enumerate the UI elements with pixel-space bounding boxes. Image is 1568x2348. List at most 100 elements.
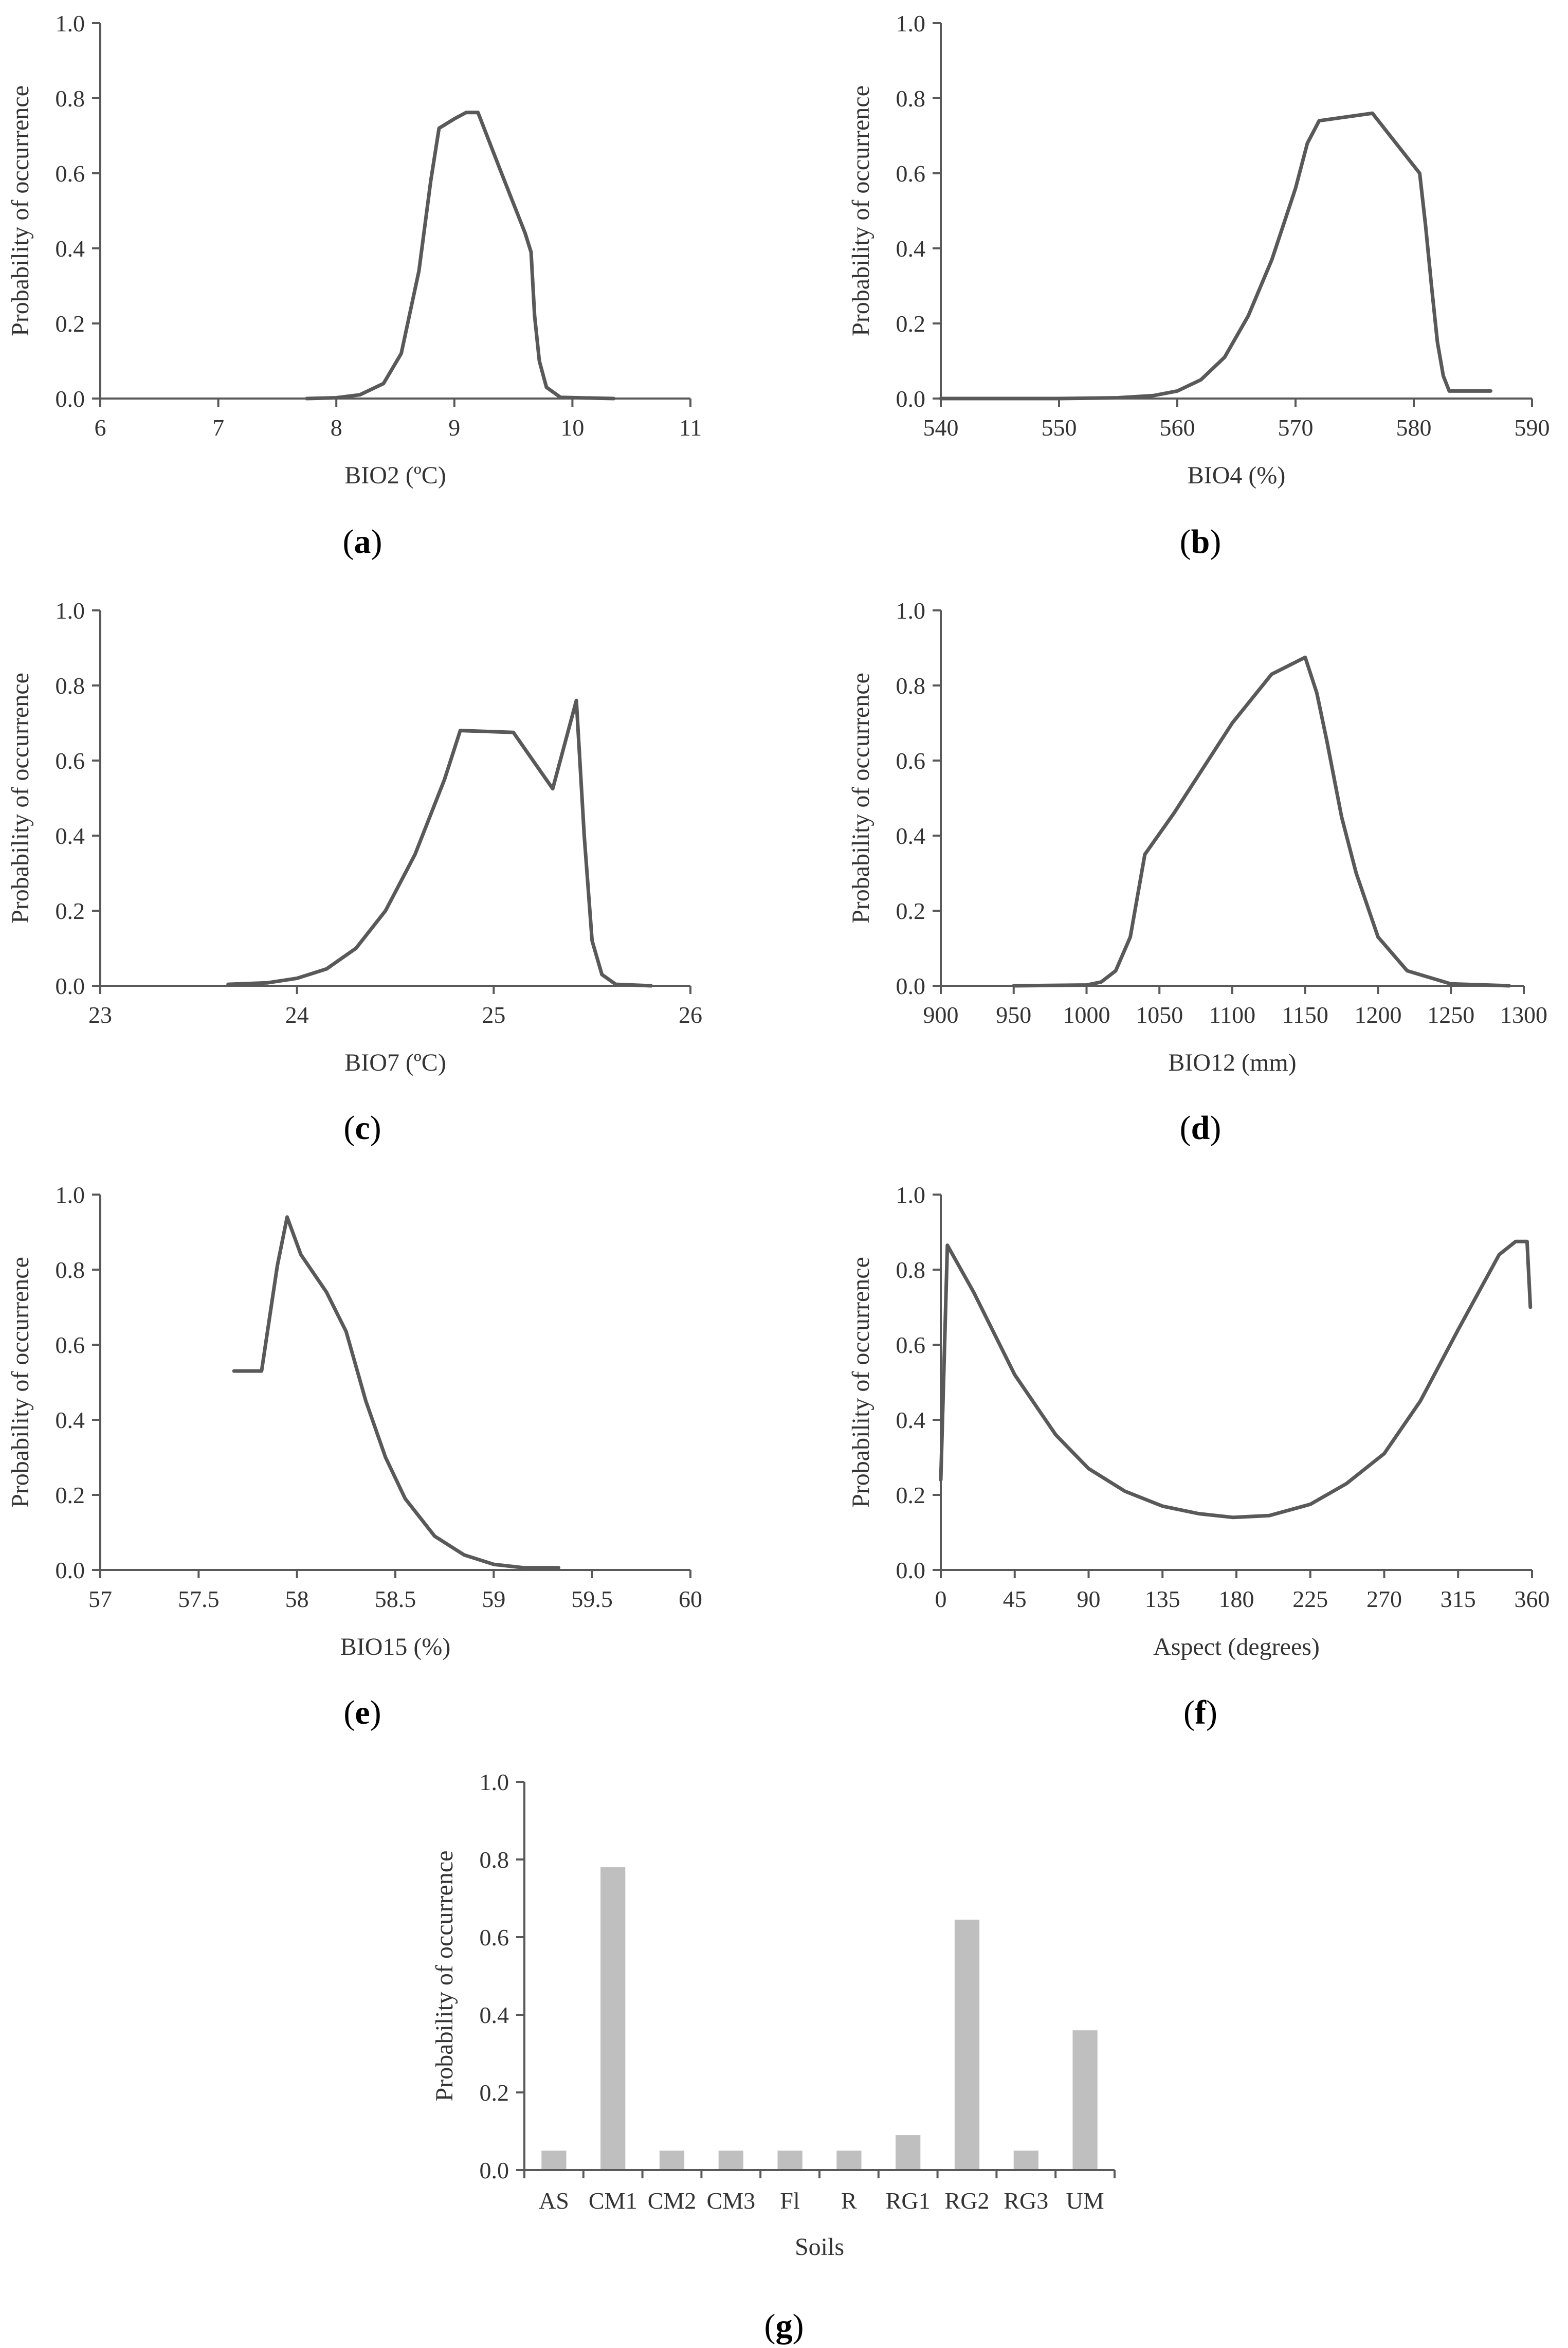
- x-tick-label-d: 1200: [1355, 1002, 1402, 1028]
- y-tick-label-e: 0.8: [56, 1257, 85, 1283]
- x-tick-label-f: 180: [1219, 1586, 1254, 1612]
- chart-panel-c: 0.0 0.2 0.4 0.6 0.8 1.0 Probability of occurre…: [7, 598, 702, 1147]
- x-tick-label-d: 900: [923, 1002, 959, 1028]
- x-tick-label-g: AS: [539, 2188, 569, 2214]
- y-tick-label-b: 0.0: [896, 386, 926, 412]
- y-tick-label-a: 0.6: [56, 160, 85, 187]
- y-tick-label-d: 0.4: [896, 823, 926, 849]
- x-tick-label-c: 23: [88, 1002, 112, 1028]
- y-tick-label-e: 0.0: [56, 1557, 85, 1583]
- x-tick-label-a: 6: [95, 414, 106, 441]
- x-tick-label-e: 57: [88, 1586, 112, 1612]
- x-axis-title-a: BIO2 (ºC): [344, 462, 446, 489]
- y-axis-title-d: Probability of occurrence: [847, 673, 874, 924]
- x-axis-title-b: BIO4 (%): [1188, 462, 1286, 489]
- x-tick-label-f: 45: [1003, 1586, 1027, 1612]
- x-tick-label-g: R: [841, 2188, 857, 2214]
- y-tick-label-d: 0.6: [896, 748, 926, 774]
- y-tick-label-d: 0.0: [896, 973, 926, 999]
- y-tick-label-a: 0.4: [56, 236, 85, 262]
- y-tick-label-f: 0.8: [896, 1257, 926, 1283]
- y-tick-label-c: 0.0: [56, 973, 85, 999]
- y-tick-label-g: 0.4: [480, 2002, 509, 2028]
- y-tick-label-e: 0.4: [56, 1407, 85, 1433]
- chart-panel-e: 0.0 0.2 0.4 0.6 0.8 1.0 Probability of occurre…: [7, 1182, 702, 1731]
- y-tick-label-d: 0.2: [896, 898, 926, 924]
- bar-Fl: [777, 2151, 803, 2169]
- y-tick-label-d: 0.8: [896, 673, 926, 699]
- y-tick-label-a: 1.0: [56, 10, 85, 37]
- bar-RG2: [954, 1920, 980, 2169]
- x-tick-label-d: 1250: [1427, 1002, 1474, 1028]
- x-tick-label-b: 570: [1278, 414, 1314, 441]
- response-curve-a: [305, 111, 616, 401]
- y-tick-label-g: 0.0: [480, 2157, 509, 2183]
- x-tick-label-a: 8: [331, 414, 342, 441]
- x-tick-label-c: 24: [285, 1002, 309, 1028]
- panel-label-e: (e): [343, 1694, 381, 1731]
- response-curve-b: [939, 111, 1492, 401]
- chart-panel-b: 0.0 0.2 0.4 0.6 0.8 1.0 Probability of occurre…: [847, 10, 1550, 561]
- y-tick-label-c: 1.0: [56, 598, 85, 624]
- y-tick-label-e: 0.2: [56, 1482, 85, 1508]
- response-curve-c: [226, 698, 653, 988]
- x-tick-label-b: 590: [1515, 414, 1550, 441]
- x-tick-label-g: CM1: [589, 2188, 637, 2214]
- panel-label-c: (c): [343, 1109, 381, 1147]
- y-tick-label-b: 0.8: [896, 85, 926, 112]
- response-curve-e: [232, 1215, 561, 1570]
- x-tick-label-e: 58.5: [375, 1586, 416, 1612]
- x-axis-title-g: Soils: [795, 2233, 844, 2261]
- x-tick-label-b: 540: [923, 414, 959, 441]
- response-curve-f: [939, 1239, 1533, 1520]
- x-tick-label-b: 550: [1042, 414, 1077, 441]
- x-tick-label-a: 11: [679, 414, 702, 441]
- y-tick-label-b: 1.0: [896, 10, 926, 37]
- x-tick-label-e: 59.5: [571, 1586, 613, 1612]
- y-tick-label-a: 0.0: [56, 386, 85, 412]
- y-axis-title-a: Probability of occurrence: [7, 85, 34, 336]
- x-tick-label-g: RG1: [886, 2188, 931, 2214]
- panel-label-a: (a): [343, 523, 382, 561]
- y-tick-label-c: 0.4: [56, 823, 85, 849]
- x-tick-label-f: 225: [1292, 1586, 1328, 1612]
- x-tick-label-d: 1050: [1136, 1002, 1183, 1028]
- y-tick-label-e: 0.6: [56, 1332, 85, 1358]
- x-tick-label-f: 90: [1077, 1586, 1101, 1612]
- x-tick-label-f: 135: [1145, 1586, 1180, 1612]
- x-axis-title-c: BIO7 (ºC): [344, 1049, 446, 1076]
- x-tick-label-c: 26: [679, 1002, 702, 1028]
- y-tick-label-e: 1.0: [56, 1182, 85, 1208]
- x-axis-title-d: BIO12 (mm): [1168, 1049, 1296, 1076]
- x-tick-label-d: 1300: [1500, 1002, 1547, 1028]
- x-tick-label-b: 560: [1160, 414, 1195, 441]
- y-tick-label-a: 0.8: [56, 85, 85, 112]
- x-tick-label-e: 57.5: [178, 1586, 220, 1612]
- y-axis-title-g: Probability of occurrence: [431, 1851, 458, 2102]
- bar-R: [836, 2151, 862, 2169]
- x-tick-label-a: 10: [560, 414, 584, 441]
- y-tick-label-f: 0.6: [896, 1332, 926, 1358]
- y-tick-label-g: 0.8: [480, 1847, 509, 1873]
- y-tick-label-f: 0.0: [896, 1557, 926, 1583]
- panel-label-f: (f): [1183, 1694, 1217, 1731]
- x-tick-label-d: 1100: [1209, 1002, 1255, 1028]
- x-tick-label-e: 58: [285, 1586, 309, 1612]
- x-tick-label-g: UM: [1066, 2188, 1104, 2214]
- y-tick-label-c: 0.2: [56, 898, 85, 924]
- x-tick-label-d: 1150: [1282, 1002, 1328, 1028]
- y-tick-label-b: 0.6: [896, 160, 926, 187]
- x-tick-label-f: 0: [935, 1586, 947, 1612]
- y-axis-title-b: Probability of occurrence: [847, 85, 874, 336]
- bar-AS: [541, 2151, 567, 2169]
- x-tick-label-g: CM2: [648, 2188, 697, 2214]
- chart-panel-a: 0.0 0.2 0.4 0.6 0.8 1.0 Probability of occurre…: [7, 10, 702, 561]
- x-tick-label-b: 580: [1396, 414, 1432, 441]
- chart-panel-f: 0.0 0.2 0.4 0.6 0.8 1.0 Probability of occurre…: [847, 1182, 1550, 1731]
- y-tick-label-c: 0.6: [56, 748, 85, 774]
- x-tick-label-g: RG2: [945, 2188, 990, 2214]
- y-tick-label-a: 0.2: [56, 311, 85, 337]
- bar-CM3: [718, 2151, 743, 2169]
- bar-RG3: [1013, 2151, 1038, 2169]
